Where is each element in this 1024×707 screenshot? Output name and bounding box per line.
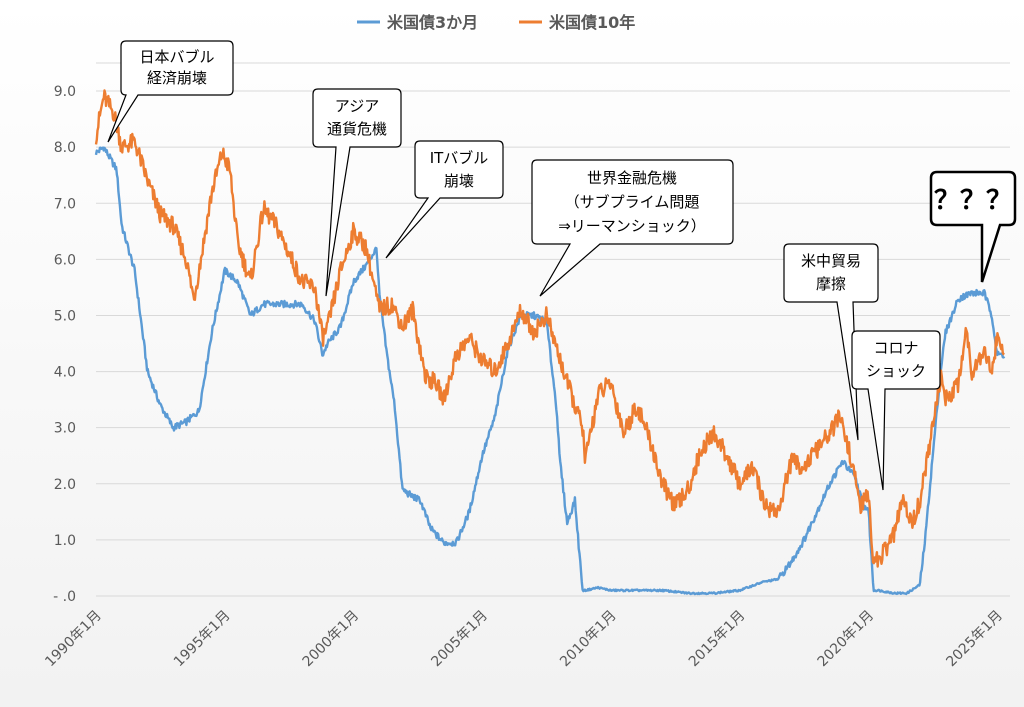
series-line-3m: [94, 146, 1006, 596]
callout-asian-crisis-line2: 通貨危機: [327, 120, 387, 138]
y-tick-label: 2.0: [54, 477, 76, 493]
callout-unknown: ？？？: [929, 170, 1017, 283]
callout-asian-crisis-line1: アジア: [335, 97, 379, 115]
y-tick-label: 7.0: [54, 196, 76, 212]
callout-covid-line2: ショック: [866, 362, 926, 380]
callout-trade-war-line1: 米中貿易: [801, 252, 861, 270]
y-tick-label: - .0: [53, 589, 76, 605]
y-tick-label: 4.0: [54, 365, 76, 381]
y-axis: - .0 1.0 2.0 3.0 4.0 5.0 6.0 7.0 8.0 9.0: [53, 84, 76, 605]
callout-trade-war-line2: 摩擦: [816, 275, 846, 293]
y-tick-label: 5.0: [54, 308, 76, 324]
callout-it-bubble: ITバブル 崩壊: [385, 140, 504, 259]
callout-financial-crisis-line1: 世界金融危機: [587, 169, 677, 187]
y-tick-label: 3.0: [54, 421, 76, 437]
callout-japan-bubble: 日本バブル 経済崩壊: [107, 40, 234, 143]
callout-financial-crisis: 世界金融危機 （サブプライム問題 ⇒リーマンショック）: [531, 159, 734, 297]
callout-asian-crisis: アジア 通貨危機: [312, 88, 402, 297]
y-tick-label: 8.0: [54, 140, 76, 156]
legend-label-3m: 米国債3か月: [387, 13, 478, 32]
callout-japan-bubble-line1: 日本バブル: [139, 48, 214, 66]
series-lines: [94, 89, 1006, 596]
callout-financial-crisis-line3: ⇒リーマンショック）: [558, 217, 706, 235]
series-line-10y: [94, 89, 1005, 568]
y-tick-label: 1.0: [54, 533, 76, 549]
y-tick-label: 9.0: [54, 84, 76, 100]
legend-label-10y: 米国債10年: [549, 13, 635, 32]
callout-covid-line1: コロナ: [873, 339, 918, 357]
callout-financial-crisis-line2: （サブプライム問題: [565, 193, 700, 211]
callout-unknown-text: ？？？: [934, 186, 1012, 216]
y-tick-label: 6.0: [54, 252, 76, 268]
callout-japan-bubble-line2: 経済崩壊: [147, 69, 207, 87]
callout-covid: コロナ ショック: [851, 330, 941, 491]
callout-it-bubble-line1: ITバブル: [430, 149, 489, 167]
callout-trade-war: 米中貿易 摩擦: [783, 243, 879, 441]
callout-it-bubble-line2: 崩壊: [444, 172, 474, 190]
legend: 米国債3か月 米国債10年: [357, 13, 635, 32]
